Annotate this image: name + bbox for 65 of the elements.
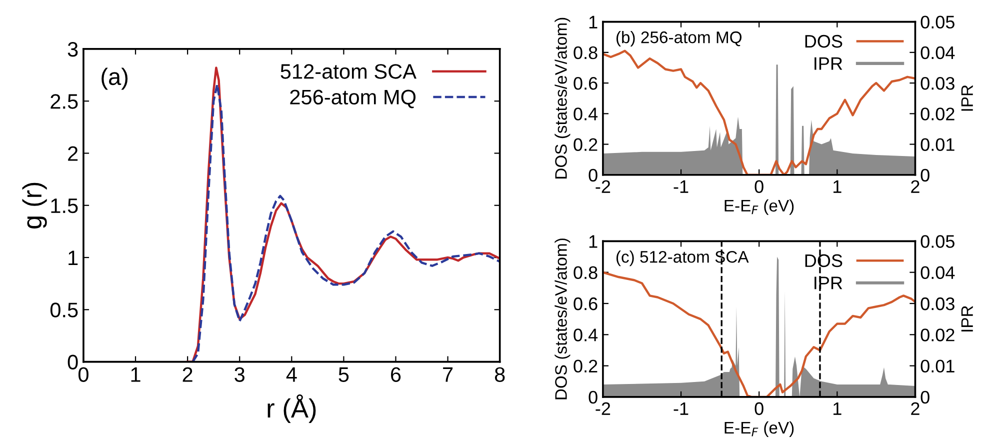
y-tick-label: 0.2 <box>574 360 598 373</box>
y2-tick-label: 0.03 <box>920 76 954 90</box>
y-tick-label: 0.2 <box>574 138 598 151</box>
y-tick-label: 0 <box>68 354 78 370</box>
x-tick-label: 0 <box>754 180 764 194</box>
legend-label: IPR <box>814 57 842 70</box>
y2-tick-label: 0.03 <box>920 297 954 310</box>
x-tick-label: 1 <box>131 367 140 382</box>
y2-tick-label: 0.04 <box>920 266 955 280</box>
x-tick-label: 1 <box>834 402 842 415</box>
y2-tick-label: 0 <box>920 168 930 182</box>
y-tick-label: 0.8 <box>574 46 598 60</box>
y-tick-label: 1 <box>589 16 598 28</box>
y-tick-label: 0 <box>588 168 598 182</box>
y-tick-label: 3 <box>68 42 78 57</box>
y-tick-label: 1.5 <box>51 198 78 214</box>
x-tick-label: 2 <box>911 180 920 193</box>
y-tick-label: 0.4 <box>574 328 598 342</box>
y-tick-label: 1 <box>589 235 598 248</box>
y-tick-label: 2.5 <box>50 94 78 109</box>
annotation: (a) <box>102 68 128 90</box>
y2-tick-label: 0.02 <box>920 108 954 120</box>
x-axis-title: E-E$_{F}$ (eV) <box>724 199 794 215</box>
legend-label: 256-atom MQ <box>290 90 416 108</box>
x-tick-label: 1 <box>834 180 842 193</box>
x-tick-label: 0 <box>78 367 88 382</box>
x-tick-label: 8 <box>494 367 505 382</box>
x-axis-title: r (Å) <box>268 394 316 423</box>
x-axis-title: E-E$_{F}$ (eV) <box>724 421 794 437</box>
y2-axis-title: IPR <box>961 85 973 111</box>
x-tick-label: -1 <box>674 402 688 415</box>
y2-tick-label: 0.01 <box>920 138 954 151</box>
y2-tick-label: 0.01 <box>920 360 954 373</box>
y2-tick-label: 0.02 <box>920 328 954 342</box>
x-tick-label: 7 <box>443 367 453 382</box>
y-axis-title: g (r) <box>22 182 47 228</box>
x-tick-label: 6 <box>391 367 401 382</box>
x-tick-label: 4 <box>286 367 297 382</box>
y-tick-label: 0.6 <box>574 297 598 310</box>
y-axis-title: DOS (states/eV/atom) <box>554 18 570 178</box>
legend-label: 512-atom SCA <box>280 64 416 79</box>
annotation: (b) 256-atom MQ <box>616 30 742 47</box>
x-tick-label: 3 <box>234 367 244 382</box>
y2-axis-title: IPR <box>961 306 973 332</box>
y2-tick-label: 0.05 <box>920 16 954 29</box>
y-tick-label: 0.4 <box>574 108 598 120</box>
legend-label: DOS <box>805 34 842 48</box>
x-tick-label: 2 <box>182 367 192 382</box>
y-axis-title: DOS (states/eV/atom) <box>554 238 570 400</box>
y-tick-label: 2 <box>68 146 78 161</box>
x-tick-label: 0 <box>754 402 764 416</box>
y-tick-label: 0 <box>588 390 598 404</box>
y-tick-label: 0.5 <box>50 302 78 318</box>
y2-tick-label: 0 <box>920 390 930 404</box>
y-tick-label: 0.6 <box>574 76 598 90</box>
annotation: (c) 512-atom SCA <box>616 250 749 266</box>
y2-tick-label: 0.05 <box>920 235 954 248</box>
y-tick-label: 0.8 <box>574 266 598 280</box>
x-tick-label: 2 <box>911 402 920 415</box>
x-tick-label: 5 <box>338 367 349 382</box>
y2-tick-label: 0.04 <box>920 46 955 60</box>
x-tick-label: -1 <box>674 180 688 193</box>
x-tick-label: -2 <box>596 180 610 193</box>
y-tick-label: 1 <box>68 250 78 266</box>
x-tick-label: -2 <box>596 402 610 415</box>
